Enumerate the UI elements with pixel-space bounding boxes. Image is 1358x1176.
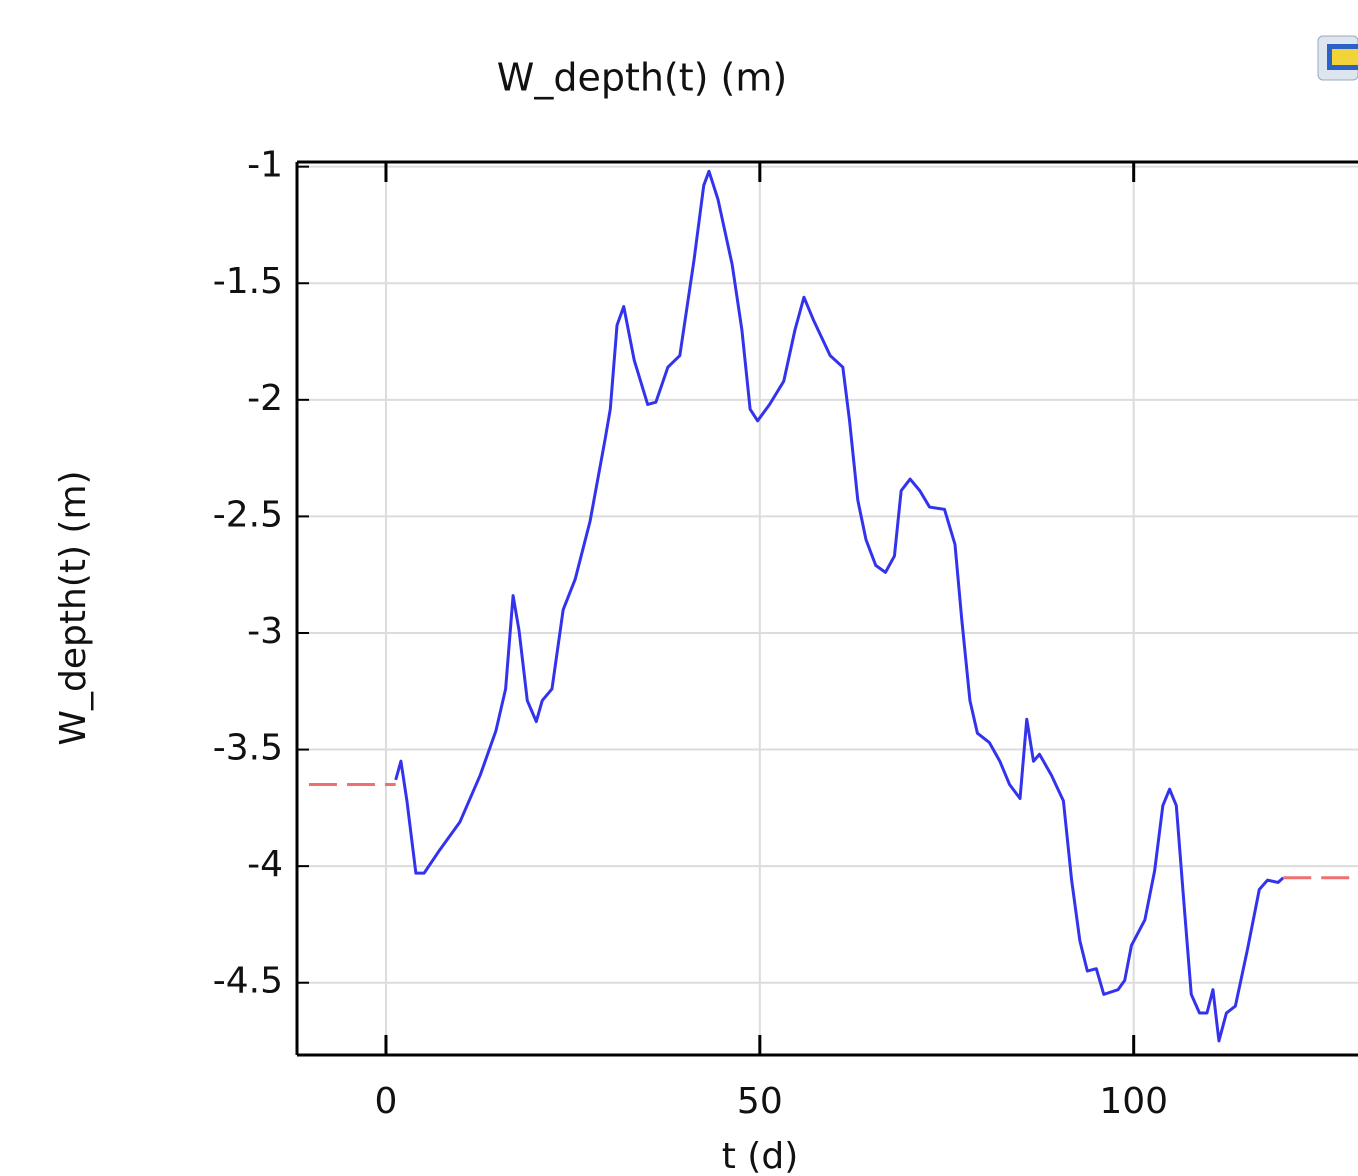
data-line bbox=[394, 169, 1285, 1043]
y-tick-label: -1.5 bbox=[213, 261, 283, 302]
y-tick-label: -4 bbox=[247, 844, 283, 885]
icon-highlight bbox=[1332, 49, 1358, 65]
y-tick-label: -3 bbox=[247, 611, 283, 652]
x-tick-label: 50 bbox=[737, 1081, 783, 1122]
y-tick-label: -2 bbox=[247, 378, 283, 419]
y-tick-label: -4.5 bbox=[213, 961, 283, 1002]
x-tick-label: 100 bbox=[1099, 1081, 1168, 1122]
x-axis-label: t (d) bbox=[722, 1136, 799, 1176]
chart-title: W_depth(t) (m) bbox=[497, 56, 787, 100]
y-axis-label: W_depth(t) (m) bbox=[53, 470, 94, 745]
y-tick-label: -1 bbox=[247, 145, 283, 186]
window-icon bbox=[1317, 35, 1358, 81]
y-tick-label: -2.5 bbox=[213, 494, 283, 535]
y-tick-label: -3.5 bbox=[213, 728, 283, 769]
x-tick-label: 0 bbox=[375, 1081, 398, 1122]
